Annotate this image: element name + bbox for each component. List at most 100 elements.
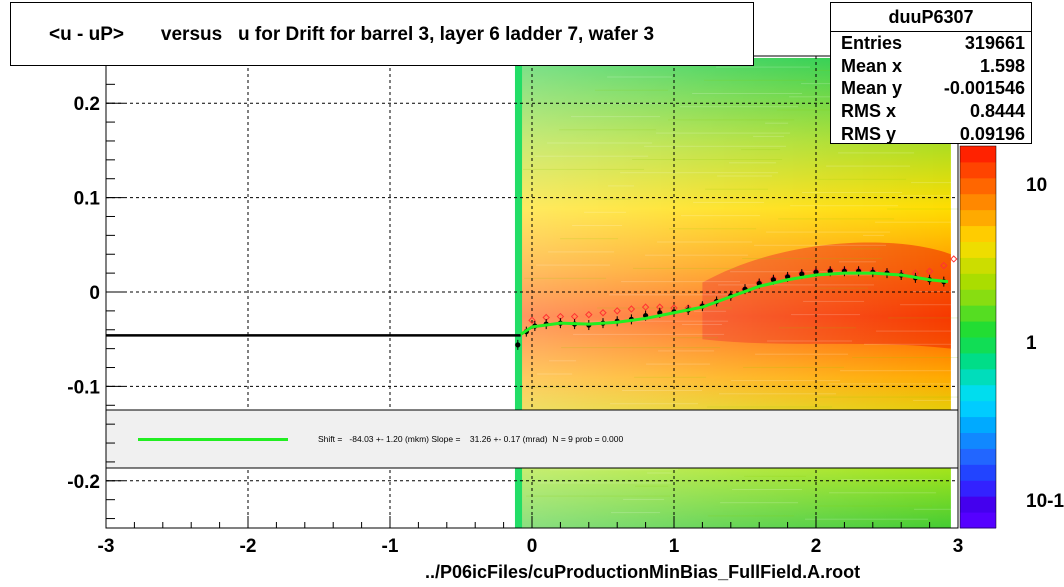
x-axis-footer: ../P06icFiles/cuProductionMinBias_FullFi… (425, 562, 861, 582)
heatmap-streak (838, 152, 915, 154)
heatmap-streak (803, 300, 865, 302)
heatmap-streak (621, 281, 741, 283)
data-markers (106, 255, 958, 350)
palette-band (960, 464, 996, 481)
palette-band (960, 368, 996, 386)
y-tick-label: 0.2 (74, 94, 100, 115)
palette-tick-label: 10-1 (1026, 491, 1064, 512)
heatmap-streak (864, 343, 958, 345)
heatmap-streak (863, 234, 885, 236)
palette-band (960, 193, 996, 211)
stats-label: RMS x (841, 101, 897, 122)
heatmap-streak (876, 330, 958, 332)
stats-box: duuP6307 Entries 319661 Mean x 1.598 Mea… (830, 2, 1032, 144)
x-tick-label: 3 (953, 536, 964, 557)
mean-marker (925, 267, 934, 275)
heatmap-streak (913, 399, 958, 401)
heatmap-streak (633, 267, 745, 269)
stats-row-mean-x: Mean x 1.598 (831, 55, 1031, 78)
palette-band (960, 177, 996, 195)
profile-point (770, 277, 777, 283)
palette-tick-label: 10 (1026, 175, 1047, 196)
heatmap-streak (755, 353, 849, 355)
heatmap-streak (658, 350, 715, 352)
heatmap-streak (538, 482, 675, 484)
palette-tick-label: 1 (1026, 333, 1037, 354)
stats-label: RMS y (841, 123, 897, 144)
grid-lines (106, 56, 958, 528)
heatmap-streak (729, 162, 777, 164)
stats-value: 0.09196 (959, 123, 1025, 144)
heatmap-streak (717, 175, 773, 177)
x-tick-label: -3 (98, 536, 115, 557)
heatmap-streak (779, 327, 857, 329)
palette-band (960, 305, 996, 322)
heatmap-streak (597, 307, 733, 309)
heatmap-streak (742, 258, 883, 259)
stats-label: Entries (841, 33, 903, 53)
chart-title: <u - uP> versus u for Drift for barrel 3… (10, 2, 754, 66)
heatmap-streak (668, 119, 795, 121)
heatmap-streak (767, 340, 853, 342)
stats-value: -0.001546 (943, 78, 1025, 99)
y-tick-label: -0.1 (67, 377, 100, 398)
heatmap-streak (561, 347, 721, 349)
heatmap-streak (732, 489, 803, 490)
heatmap-streak (731, 380, 841, 382)
heatmap-streak (741, 149, 781, 151)
heatmap-streak (596, 198, 631, 200)
heatmap-streak (851, 248, 881, 250)
heatmap-streak (828, 383, 958, 385)
heatmap-streak (840, 370, 958, 372)
heatmap-streak (744, 475, 807, 477)
heatmap-streak (547, 142, 653, 144)
profile-point (799, 271, 805, 277)
stats-row-rms-x: RMS x 0.8444 (831, 100, 1031, 123)
x-tick-label: -2 (240, 536, 257, 557)
stats-label: Mean y (841, 78, 903, 99)
mean-marker (599, 309, 607, 317)
heatmap-streak (524, 277, 607, 279)
palette-band (960, 209, 996, 227)
heatmap-streak (707, 406, 833, 408)
palette-band (960, 480, 996, 497)
heatmap-streak (743, 366, 845, 368)
heatmap-streak (670, 337, 719, 339)
heatmap-streak (706, 297, 731, 299)
heatmap-streak (914, 508, 958, 510)
heatmap-streak (657, 241, 753, 243)
heatmap-streak (620, 172, 779, 174)
heatmap-streak (900, 304, 958, 306)
heatmap-streak (595, 89, 669, 91)
heatmap-streak (632, 159, 783, 160)
stats-value: 0.8444 (969, 101, 1025, 122)
heatmap-streak (656, 132, 791, 134)
axes: -3 -2 -1 0 1 2 3 -0.2 -0.1 0 0.1 0.2 (67, 55, 964, 557)
heatmap-streak (646, 363, 711, 365)
palette-band (960, 416, 996, 433)
heatmap-streak (899, 195, 958, 197)
heatmap-streak (610, 403, 699, 405)
heatmap-streak (765, 122, 789, 124)
heatmap-streak (826, 165, 911, 167)
stats-value: 319661 (964, 33, 1025, 53)
profile-point (515, 342, 521, 348)
heatmap-streak (716, 66, 811, 68)
x-tick-label: 0 (527, 536, 538, 557)
heatmap-streak (791, 314, 861, 316)
palette-band (960, 321, 996, 338)
heatmap-streak (778, 218, 895, 220)
stats-value: 1.598 (979, 55, 1025, 76)
palette-band (960, 432, 996, 449)
color-palette: 10 1 10-1 (959, 145, 1064, 529)
stats-name: duuP6307 (831, 3, 1031, 32)
heatmap-streak (719, 393, 837, 395)
mean-marker (528, 316, 536, 325)
heatmap-streak (526, 495, 671, 497)
heatmap-streak (766, 231, 891, 233)
heatmap-streak (669, 228, 757, 230)
heatmap-streak (887, 208, 958, 210)
heatmap-streak (608, 185, 635, 187)
heatmap-streak (692, 93, 803, 94)
